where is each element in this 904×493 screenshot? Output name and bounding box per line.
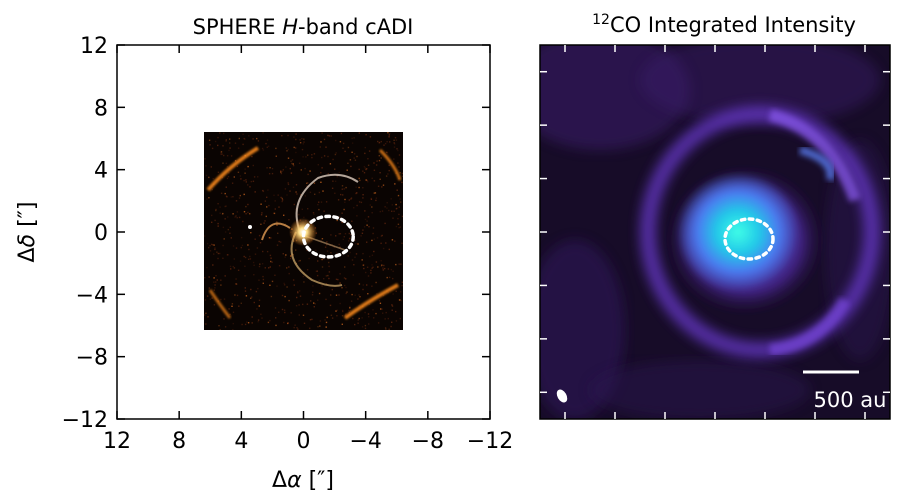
y-tick-label: 4 xyxy=(94,159,108,184)
x-tick-label: 8 xyxy=(172,429,186,454)
co-image xyxy=(540,45,890,419)
y-tick-label: −12 xyxy=(62,408,108,433)
y-tick-label: −8 xyxy=(76,346,108,371)
x-tick-label: −8 xyxy=(412,429,444,454)
sphere-image xyxy=(204,132,403,330)
co-panel: 500 au 12CO Integrated Intensity xyxy=(539,12,891,420)
co-ellipse-marker xyxy=(723,217,775,261)
y-tick-label: 8 xyxy=(94,96,108,121)
x-tick-label: 12 xyxy=(103,429,131,454)
y-tick-labels: 12 8 4 0 −4 −8 −12 xyxy=(62,34,108,433)
y-tick-label: 0 xyxy=(94,221,108,246)
y-tick-label: 12 xyxy=(80,34,108,59)
y-axis-label: Δδ [″] xyxy=(15,202,40,263)
scale-bar-label: 500 au xyxy=(814,388,887,412)
x-tick-label: −12 xyxy=(467,429,513,454)
beam-ellipse xyxy=(556,389,568,403)
disk-ellipse-marker xyxy=(301,214,355,259)
sphere-panel: 12 8 4 0 −4 −8 −12 12 8 4 0 −4 −8 −12 SPHERE H-band … xyxy=(15,15,513,493)
x-tick-label: 4 xyxy=(234,429,248,454)
sphere-ticks xyxy=(116,44,491,420)
x-axis-label: Δα [″] xyxy=(272,468,334,493)
y-tick-label: −4 xyxy=(76,283,108,308)
co-ticks xyxy=(540,45,890,419)
sphere-panel-title: SPHERE H-band cADI xyxy=(193,15,414,39)
x-tick-label: −4 xyxy=(349,429,381,454)
x-tick-label: 0 xyxy=(297,429,311,454)
co-panel-title: 12CO Integrated Intensity xyxy=(592,12,856,37)
x-tick-labels: 12 8 4 0 −4 −8 −12 xyxy=(103,429,513,454)
